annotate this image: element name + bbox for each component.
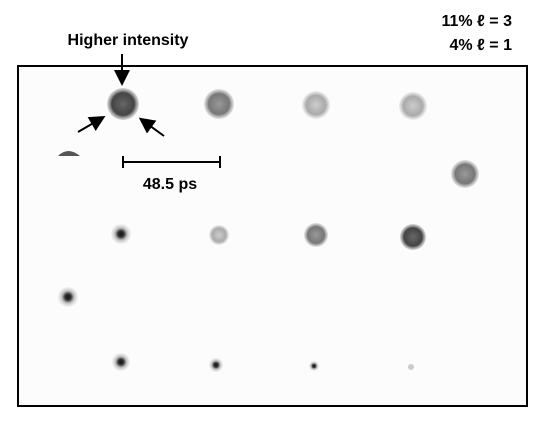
frame [17,65,528,407]
legend-line: 4% ℓ = 1 [449,37,512,54]
legend-line: 11% ℓ = 3 [441,13,512,30]
arrows [77,54,165,137]
arrow-label: Higher intensity [68,32,189,49]
scale-bar [122,156,221,168]
scale-label: 48.5 ps [143,176,197,193]
spots [58,88,479,372]
